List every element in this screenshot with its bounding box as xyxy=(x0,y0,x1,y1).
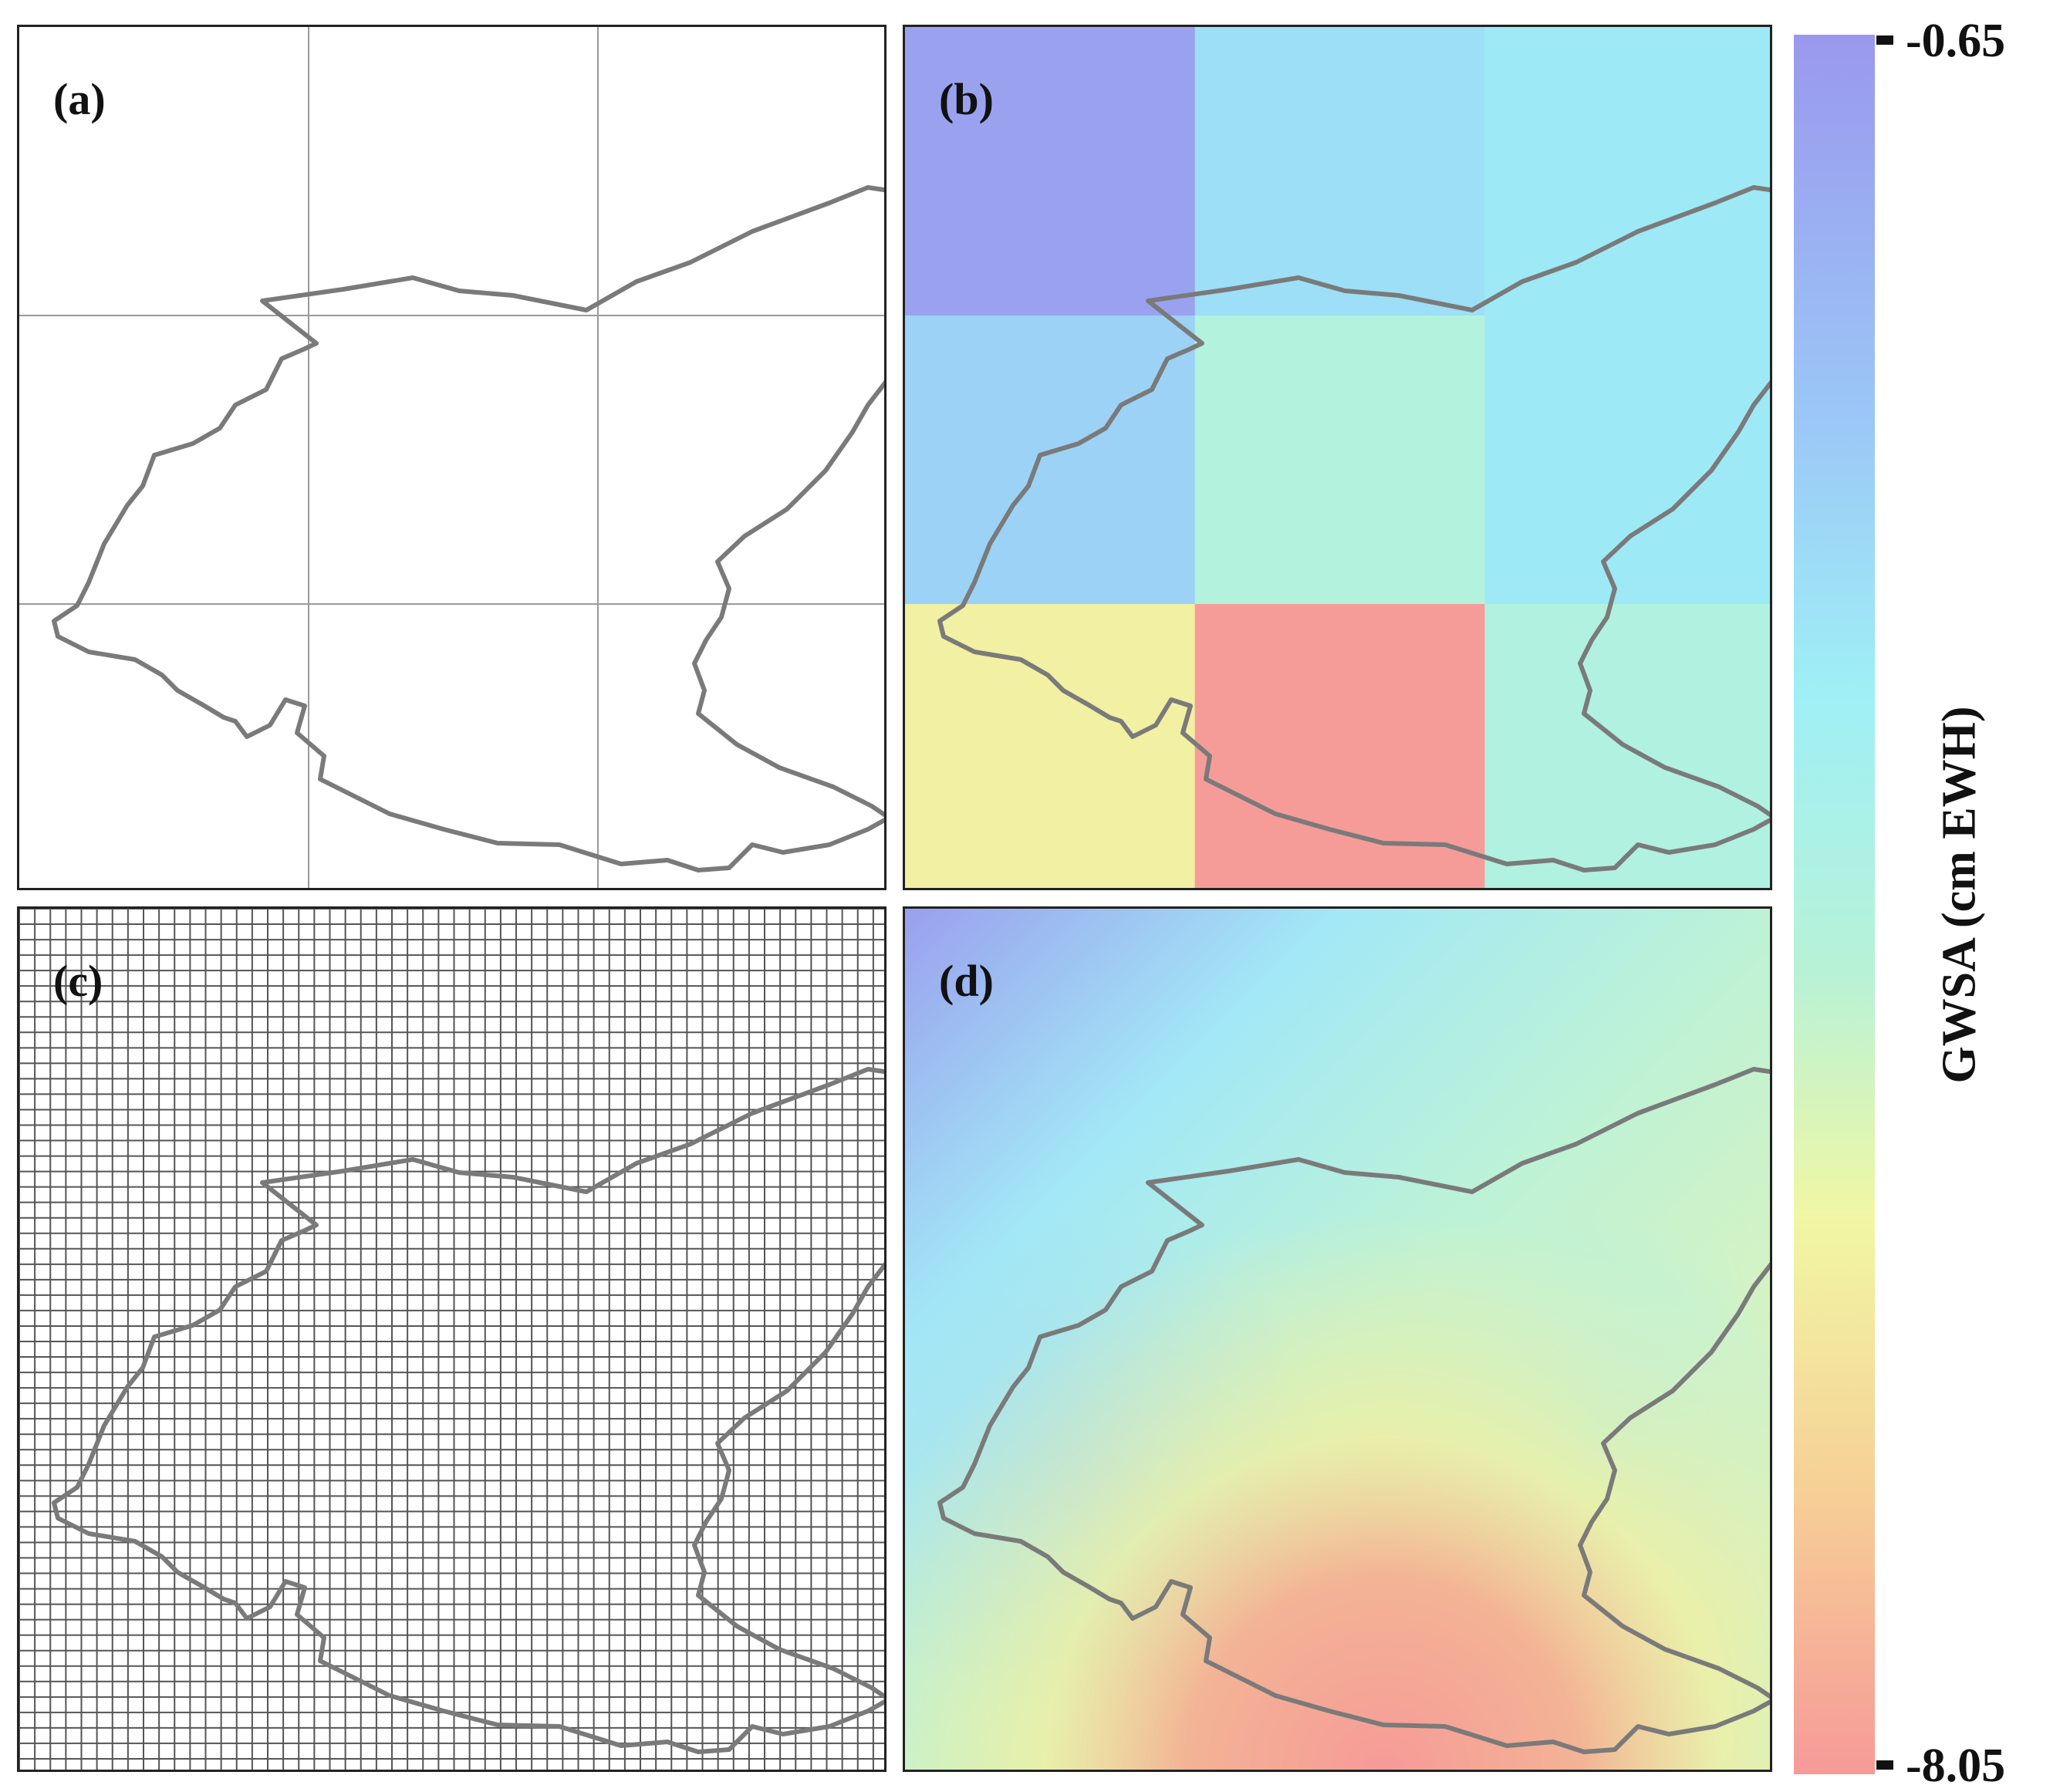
grace-cell xyxy=(1194,27,1486,316)
grace-cell xyxy=(1194,316,1486,605)
panel-a-map xyxy=(19,27,886,888)
panel-b-map xyxy=(905,27,1770,888)
colorbar-title: GWSA (cm EWH) xyxy=(1933,706,1986,1084)
grace-cell xyxy=(1194,604,1486,888)
grace-cell xyxy=(905,27,1196,316)
colorbar-max-label: -0.65 xyxy=(1906,15,2006,67)
panel-c-fine-grid: (c) xyxy=(17,906,886,1772)
panel-d-map xyxy=(905,909,1770,1770)
panel-d-downscaled-gwsa: (d) xyxy=(903,906,1772,1772)
panel-label: (d) xyxy=(939,956,994,1006)
panel-b-coarse-gwsa: (b) xyxy=(903,25,1772,890)
panel-a-coarse-grid: (a) xyxy=(17,25,886,890)
colorbar-tick-max xyxy=(1876,35,1893,45)
colorbar-min-label: -8.05 xyxy=(1906,1740,2006,1792)
panel-label: (c) xyxy=(53,956,103,1006)
panel-label: (a) xyxy=(53,74,106,124)
grace-cell xyxy=(905,604,1196,888)
gwsa-field-depletion xyxy=(905,909,1770,1770)
panel-label: (b) xyxy=(939,74,994,124)
grace-cell xyxy=(1484,27,1770,316)
grace-cell xyxy=(1484,316,1770,605)
grace-cell xyxy=(905,316,1196,605)
colorbar-tick-min xyxy=(1876,1760,1893,1770)
panel-c-map xyxy=(19,909,884,1770)
study-area-boundary xyxy=(54,187,886,870)
gwsa-colorbar xyxy=(1794,35,1875,1774)
